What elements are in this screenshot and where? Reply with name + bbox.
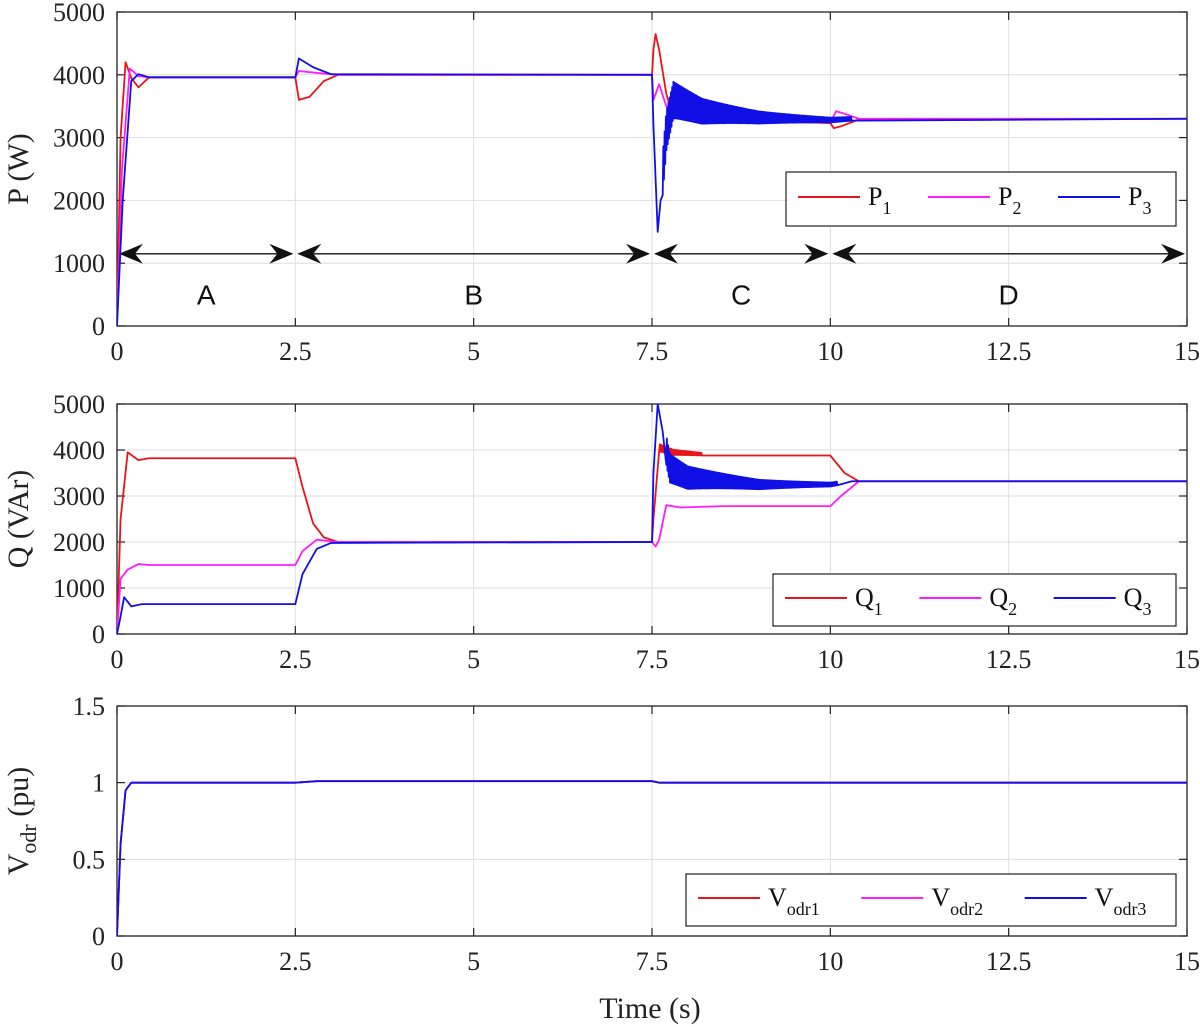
- legend-label: P3: [1128, 182, 1151, 218]
- x-tick-label: 0: [111, 947, 124, 976]
- series-line-Vodr3: [117, 780, 1187, 936]
- y-tick-label: 0: [92, 312, 105, 341]
- x-tick-label: 10: [817, 337, 843, 366]
- series-line-Q3: [117, 404, 1187, 634]
- panel-2: 0 2.5 5 7.5 10 12.5 15 0 1000 2000 3000 4000 5000 Q (…: [2, 390, 1200, 674]
- y-tick-label: 1000: [53, 574, 105, 603]
- legend-box: [685, 873, 1177, 927]
- series-lines: [117, 404, 1187, 634]
- y-tick-label: 5000: [53, 0, 105, 27]
- x-tick-label: 15: [1174, 645, 1200, 674]
- series-lines: [117, 33, 1187, 326]
- region-arrow-head-right: [1161, 243, 1185, 264]
- x-axis-label: Time (s): [599, 992, 700, 1025]
- legend-label: Vodr1: [768, 883, 820, 919]
- y-tick-label: 1.5: [73, 692, 106, 721]
- y-tick-label: 0: [92, 922, 105, 951]
- x-tick-label: 12.5: [986, 645, 1032, 674]
- y-tick-label: 3000: [53, 482, 105, 511]
- region-arrow-head-right: [269, 243, 294, 264]
- x-tick-label: 0: [111, 645, 124, 674]
- x-tick-label: 15: [1174, 947, 1200, 976]
- x-tick-label: 15: [1174, 337, 1200, 366]
- y-axis-label: Q (VAr): [2, 470, 35, 569]
- y-tick-label: 4000: [53, 61, 105, 90]
- region-label-C: C: [731, 280, 751, 311]
- region-arrow-head-left: [832, 243, 857, 264]
- x-tick-label: 7.5: [636, 337, 669, 366]
- series-lines: [117, 780, 1187, 936]
- legend: Vodr1 Vodr2 Vodr3: [685, 873, 1177, 927]
- legend-label: Q3: [1124, 583, 1152, 619]
- y-tick-label: 1: [92, 769, 105, 798]
- region-annotations: A B C D: [119, 243, 1185, 311]
- x-tick-label: 5: [467, 947, 480, 976]
- x-tick-label: 7.5: [636, 645, 669, 674]
- x-tick-label: 12.5: [986, 337, 1032, 366]
- legend-label: P2: [998, 182, 1021, 218]
- y-tick-label: 0.5: [73, 845, 106, 874]
- region-arrow-head-left: [654, 243, 678, 264]
- x-tick-label: 7.5: [636, 947, 669, 976]
- y-tick-label: 2000: [53, 186, 105, 215]
- y-axis-label: P (W): [2, 133, 35, 204]
- legend-label: Vodr2: [931, 883, 983, 919]
- x-tick-label: 10: [817, 645, 843, 674]
- x-tick-label: 2.5: [279, 337, 312, 366]
- legend: P1 P2 P3: [785, 171, 1177, 227]
- x-tick-label: 5: [467, 645, 480, 674]
- series-line-P3: [117, 57, 1187, 326]
- region-arrow-head-left: [297, 243, 322, 264]
- legend-label: Q2: [989, 583, 1017, 619]
- panel-1: 0 2.5 5 7.5 10 12.5 15 0 1000 2000 3000 4000 5000 P (…: [2, 0, 1200, 366]
- x-tick-label: 0: [111, 337, 124, 366]
- region-label-D: D: [999, 280, 1019, 311]
- x-tick-label: 12.5: [986, 947, 1032, 976]
- x-tick-label: 5: [467, 337, 480, 366]
- series-line-Q1: [117, 443, 1187, 634]
- x-tick-label: 2.5: [279, 645, 312, 674]
- y-tick-label: 0: [92, 620, 105, 649]
- y-tick-label: 3000: [53, 124, 105, 153]
- y-tick-label: 5000: [53, 390, 105, 419]
- x-tick-label: 2.5: [279, 947, 312, 976]
- legend-label: P1: [868, 182, 891, 218]
- region-label-A: A: [197, 280, 216, 311]
- region-arrow-head-right: [626, 243, 650, 264]
- y-tick-label: 1000: [53, 249, 105, 278]
- region-arrow-head-right: [804, 243, 829, 264]
- y-tick-label: 2000: [53, 528, 105, 557]
- legend-box: [772, 573, 1177, 627]
- region-arrow-head-left: [119, 243, 143, 264]
- legend: Q1 Q2 Q3: [772, 573, 1177, 627]
- y-axis-label: Vodr (pu): [2, 767, 41, 875]
- x-tick-label: 10: [817, 947, 843, 976]
- legend-box: [785, 171, 1177, 227]
- region-label-B: B: [464, 280, 483, 311]
- legend-label: Vodr3: [1095, 883, 1147, 919]
- legend-label: Q1: [855, 583, 883, 619]
- y-tick-label: 4000: [53, 436, 105, 465]
